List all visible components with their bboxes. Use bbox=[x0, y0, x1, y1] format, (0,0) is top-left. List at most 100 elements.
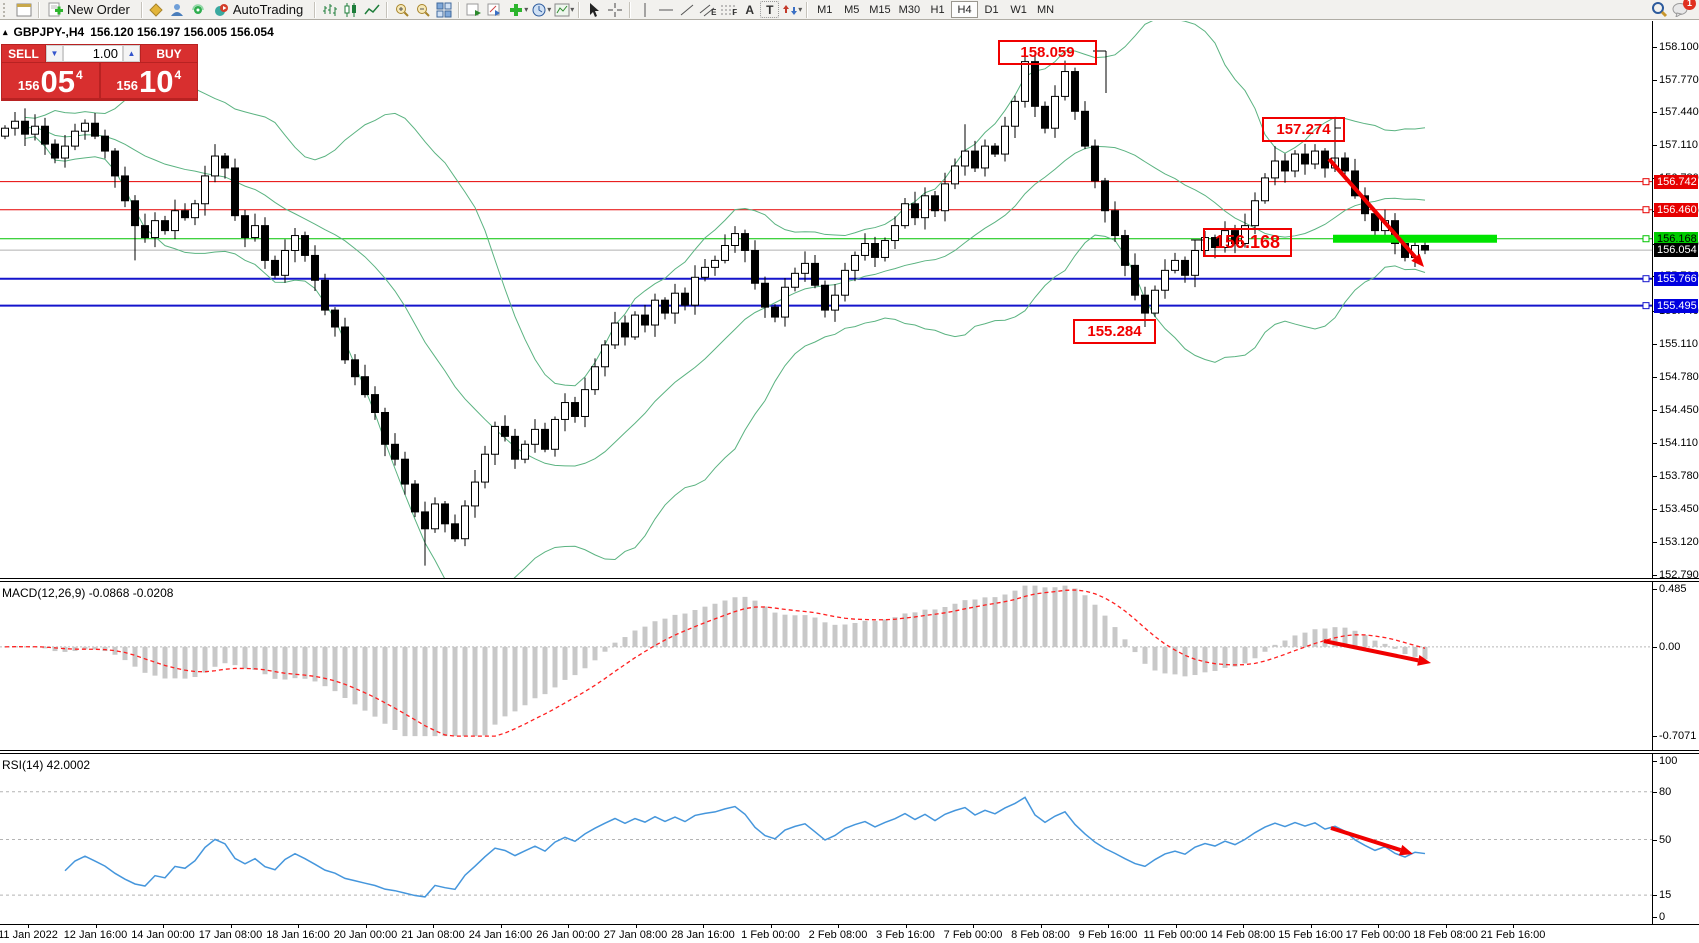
trend-arrow[interactable] bbox=[1327, 157, 1417, 259]
time-tick-mark bbox=[1108, 925, 1109, 928]
price-tick-label: 154.450 bbox=[1659, 403, 1699, 416]
time-tick-label: 17 Feb 00:00 bbox=[1345, 929, 1411, 941]
trend-arrow-head[interactable] bbox=[1417, 654, 1431, 666]
price-tick-mark bbox=[1653, 508, 1657, 510]
time-axis[interactable]: 11 Jan 2022 12 Jan 16:00 14 Jan 00:00 17 Ja… bbox=[0, 924, 1699, 943]
macd-plot-area[interactable]: MACD(12,26,9) -0.0868 -0.0208 bbox=[0, 582, 1653, 750]
time-tick-label: 3 Feb 16:00 bbox=[876, 929, 935, 941]
rsi-axis[interactable]: 100 80 50 15 0 bbox=[1653, 754, 1699, 924]
hline-handle[interactable] bbox=[1642, 275, 1650, 283]
trend-arrow-head[interactable] bbox=[1411, 253, 1424, 267]
price-tick-label: 157.770 bbox=[1659, 73, 1699, 86]
price-plot-area[interactable]: ▴ GBPJPY-,H4 156.120 156.197 156.005 156… bbox=[0, 21, 1653, 578]
timeframe-button-m5[interactable]: M5 bbox=[838, 1, 865, 18]
timeframe-button-m30[interactable]: M30 bbox=[895, 1, 924, 18]
price-annotation[interactable]: 156.168 bbox=[1203, 228, 1292, 257]
trend-arrow-head[interactable] bbox=[1398, 844, 1413, 856]
tile-windows-icon[interactable] bbox=[433, 1, 454, 19]
sell-price[interactable]: 156 05 4 bbox=[2, 63, 99, 98]
data-window-icon[interactable] bbox=[463, 1, 484, 19]
candlestick-mode-icon[interactable] bbox=[340, 1, 361, 19]
add-indicator-icon[interactable] bbox=[505, 1, 526, 19]
panel-separator[interactable] bbox=[0, 750, 1699, 754]
chart-window-icon[interactable] bbox=[13, 1, 34, 19]
crosshair-tool-icon[interactable] bbox=[604, 1, 625, 19]
support-highlight bbox=[1333, 234, 1497, 243]
horizontal-line-tool-icon[interactable] bbox=[655, 1, 676, 19]
price-tick-label: 153.780 bbox=[1659, 470, 1699, 483]
timeframe-button-mn[interactable]: MN bbox=[1032, 1, 1059, 18]
periods-clock-icon[interactable] bbox=[528, 1, 549, 19]
text-tool-icon[interactable]: A bbox=[739, 1, 760, 19]
time-tick-mark bbox=[1513, 925, 1514, 928]
timeframe-button-w1[interactable]: W1 bbox=[1005, 1, 1032, 18]
trend-arrow[interactable] bbox=[1330, 826, 1402, 852]
time-tick-mark bbox=[1175, 925, 1177, 928]
timeframe-button-m15[interactable]: M15 bbox=[865, 1, 894, 18]
strategy-tester-icon[interactable] bbox=[484, 1, 505, 19]
templates-dropdown-icon[interactable]: ▾ bbox=[570, 5, 575, 14]
hline-handle[interactable] bbox=[1642, 206, 1650, 214]
separator bbox=[314, 1, 316, 18]
arrows-dropdown-icon[interactable]: ▾ bbox=[798, 5, 803, 14]
autotrading-button[interactable]: AutoTrading bbox=[209, 1, 310, 19]
rsi-tick-mark bbox=[1653, 895, 1657, 897]
volume-decrease-button[interactable]: ▼ bbox=[46, 45, 63, 62]
rsi-tick-label: 50 bbox=[1659, 833, 1672, 846]
zoom-in-icon[interactable] bbox=[391, 1, 412, 19]
arrows-tool-icon[interactable] bbox=[779, 1, 800, 19]
zoom-out-icon[interactable] bbox=[412, 1, 433, 19]
timeframe-button-m1[interactable]: M1 bbox=[811, 1, 838, 18]
macd-tick-mark bbox=[1653, 589, 1657, 590]
time-tick-label: 11 Feb 00:00 bbox=[1143, 929, 1208, 941]
time-tick-label: 12 Jan 16:00 bbox=[63, 929, 128, 941]
hline-handle[interactable] bbox=[1642, 302, 1650, 310]
trendline-tool-icon[interactable] bbox=[676, 1, 697, 19]
templates-icon[interactable] bbox=[551, 1, 572, 19]
time-tick-mark bbox=[28, 925, 29, 928]
timeframe-button-d1[interactable]: D1 bbox=[978, 1, 1005, 18]
price-annotation[interactable]: 157.274 bbox=[1262, 117, 1345, 142]
equidistant-channel-tool-icon[interactable]: E bbox=[697, 1, 718, 19]
timeframe-button-h1[interactable]: H1 bbox=[924, 1, 951, 18]
bar-chart-mode-icon[interactable] bbox=[319, 1, 340, 19]
price-annotation[interactable]: 155.284 bbox=[1073, 319, 1156, 344]
time-tick-mark bbox=[500, 925, 502, 928]
add-indicator-dropdown-icon[interactable]: ▾ bbox=[524, 5, 529, 14]
metaeditor-icon[interactable] bbox=[146, 1, 167, 19]
hline-handle[interactable] bbox=[1642, 178, 1650, 186]
periods-dropdown-icon[interactable]: ▾ bbox=[547, 5, 552, 14]
time-tick-mark bbox=[163, 925, 164, 928]
fibonacci-tool-icon[interactable]: F bbox=[718, 1, 739, 19]
sell-button[interactable]: SELL bbox=[2, 45, 45, 62]
panel-separator[interactable] bbox=[0, 578, 1699, 582]
buy-price[interactable]: 156 10 4 bbox=[100, 63, 197, 98]
label-tool-letter: T bbox=[766, 2, 774, 17]
text-label-tool-icon[interactable]: T bbox=[760, 1, 780, 18]
price-annotation[interactable]: 158.059 bbox=[998, 40, 1097, 65]
notifications-icon[interactable]: 1 bbox=[1670, 0, 1696, 19]
volume-increase-button[interactable]: ▲ bbox=[123, 45, 140, 62]
quote-prices-row: 156 05 4 156 10 4 bbox=[1, 63, 198, 99]
price-tick-label: 154.780 bbox=[1659, 370, 1699, 383]
macd-axis[interactable]: 0.485 0.00 -0.7071 bbox=[1653, 582, 1699, 750]
price-line-badge: 156.460 bbox=[1654, 202, 1698, 217]
trend-arrow[interactable] bbox=[1323, 639, 1419, 663]
signals-icon[interactable] bbox=[188, 1, 209, 19]
price-axis[interactable]: 158.100157.770157.440157.110156.780156.4… bbox=[1653, 21, 1699, 581]
rsi-plot-area[interactable]: RSI(14) 42.0002 bbox=[0, 754, 1653, 924]
toolbar: New Order AutoTrading ▾ bbox=[0, 0, 1699, 20]
time-tick-label: 2 Feb 08:00 bbox=[808, 929, 868, 941]
cursor-tool-icon[interactable] bbox=[583, 1, 604, 19]
price-tick-label: 155.110 bbox=[1659, 337, 1698, 350]
vertical-line-tool-icon[interactable] bbox=[634, 1, 655, 19]
volume-input[interactable] bbox=[63, 45, 123, 62]
line-chart-mode-icon[interactable] bbox=[361, 1, 382, 19]
timeframe-button-h4[interactable]: H4 bbox=[951, 1, 979, 18]
search-icon[interactable] bbox=[1649, 1, 1670, 19]
new-order-button[interactable]: New Order bbox=[43, 1, 137, 19]
options-icon[interactable] bbox=[167, 1, 188, 19]
autotrading-label: AutoTrading bbox=[232, 2, 304, 17]
hline-handle[interactable] bbox=[1642, 235, 1650, 243]
buy-button[interactable]: BUY bbox=[141, 45, 197, 62]
